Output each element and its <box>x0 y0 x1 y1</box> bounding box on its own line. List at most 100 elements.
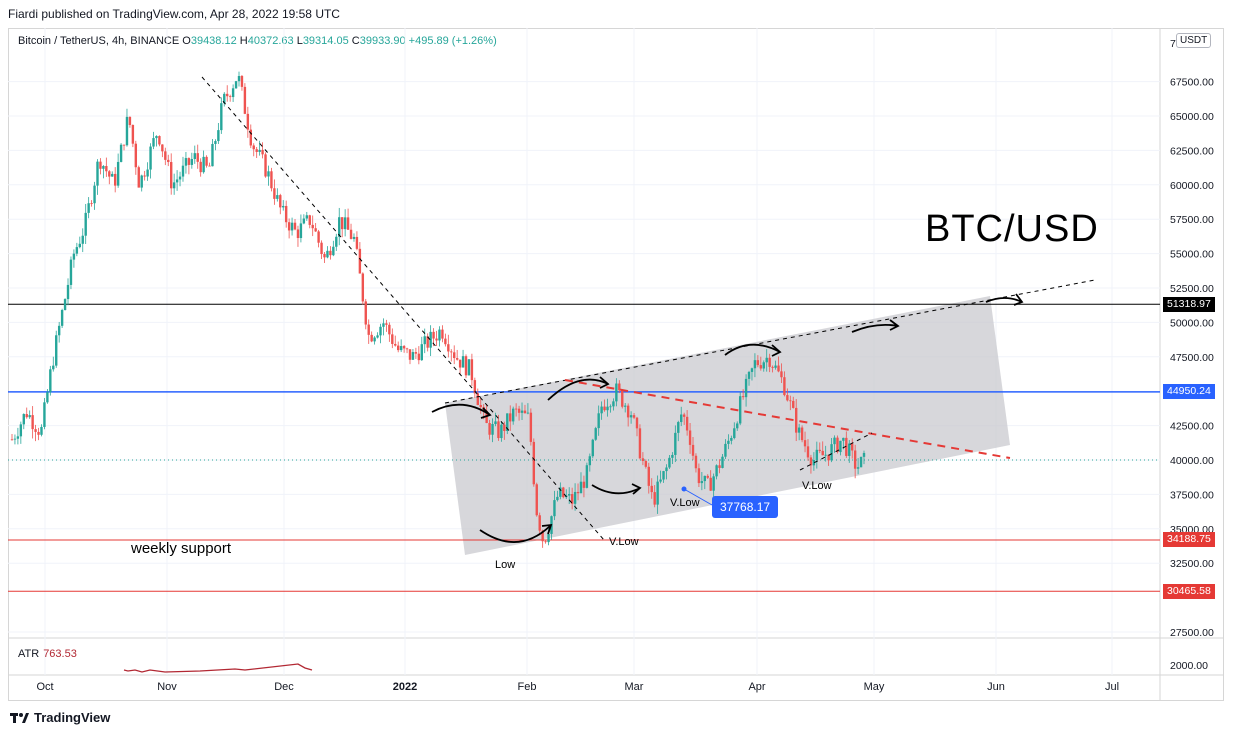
candle-body <box>113 173 117 186</box>
candle-body <box>46 392 49 403</box>
y-axis-ticks: 67500.00 65000.00 62500.00 60000.00 57500.00… <box>1170 38 1214 672</box>
candle-body <box>780 371 783 378</box>
candle-body <box>750 368 754 372</box>
candle-body <box>99 161 102 169</box>
candle-body <box>706 475 709 478</box>
candle-body <box>562 487 565 498</box>
arrow-1-head <box>480 407 492 419</box>
candle-body <box>656 481 659 505</box>
candle-body <box>691 444 695 456</box>
candle-body <box>214 141 217 144</box>
vlow-label-2: V.Low <box>670 497 700 509</box>
candle-body <box>43 402 46 427</box>
downtrend-line <box>201 76 605 541</box>
candle-body <box>647 466 650 486</box>
candle-body <box>402 346 406 349</box>
candle-body <box>470 359 474 381</box>
candle-body <box>31 415 34 430</box>
arrow-3-head <box>599 376 610 389</box>
candle-body <box>423 336 426 345</box>
price-tag: 34188.75 <box>1163 532 1215 548</box>
candle-body <box>55 335 58 366</box>
close-label: C <box>351 35 360 47</box>
candle-body <box>747 371 751 379</box>
candle-body <box>382 323 385 327</box>
candle-body <box>836 437 839 453</box>
candle-body <box>444 338 447 345</box>
candle-body <box>615 383 618 402</box>
y-tick-label: 40000.00 <box>1170 455 1214 467</box>
candle-body <box>629 415 633 418</box>
candle-body <box>299 223 303 239</box>
x-axis-ticks: Oct Nov Dec 2022 Feb Mar Apr May Jun Jul <box>36 681 1119 693</box>
candle-body <box>612 401 615 407</box>
candle-body <box>187 158 191 165</box>
candle-body <box>733 428 736 439</box>
candle-body <box>624 405 627 407</box>
candle-body <box>411 352 415 360</box>
candle-body <box>338 217 341 237</box>
price-tag: 30465.58 <box>1163 583 1215 599</box>
candle-body <box>774 365 777 368</box>
candle-body <box>326 250 329 258</box>
candle-body <box>694 455 698 469</box>
candle-body <box>724 443 727 457</box>
candle-body <box>491 424 494 435</box>
candle-body <box>49 369 52 393</box>
y-tick-label: 52500.00 <box>1170 283 1214 295</box>
candle-body <box>570 494 574 504</box>
red-trend-line <box>564 379 1011 459</box>
candle-body <box>715 465 718 477</box>
candle-body <box>228 96 232 98</box>
currency-badge[interactable]: USDT <box>1176 33 1212 48</box>
candle-body <box>479 404 482 408</box>
candle-body <box>441 329 444 339</box>
atr-line <box>123 663 313 673</box>
candle-body <box>175 179 179 183</box>
candle-body <box>361 273 365 302</box>
tradingview-logo-icon <box>10 712 29 723</box>
candle-body <box>467 359 471 376</box>
arrow-5-head <box>771 344 782 357</box>
x-tick-label: Dec <box>274 681 294 693</box>
candle-body <box>455 358 459 360</box>
tradingview-brand[interactable]: TradingView <box>10 710 110 725</box>
recent-trend-line <box>799 432 873 471</box>
candle-body <box>765 357 768 363</box>
candle-body <box>741 396 745 398</box>
candle-body <box>603 406 606 411</box>
price-tag: 51318.97 <box>1163 296 1215 312</box>
candle-body <box>682 414 686 417</box>
candle-body <box>349 229 353 239</box>
candle-body <box>394 343 397 346</box>
candle-body <box>797 427 801 433</box>
channel-box <box>445 296 1010 555</box>
y-tick-label: 65000.00 <box>1170 111 1214 123</box>
candle-body <box>697 468 701 484</box>
candle-body <box>125 116 129 146</box>
candle-body <box>541 530 544 542</box>
arrow-6 <box>851 323 899 333</box>
candle-body <box>346 217 350 230</box>
candles <box>10 71 866 548</box>
candle-body <box>447 344 450 352</box>
candle-body <box>859 456 863 468</box>
candle-body <box>839 440 842 453</box>
candle-body <box>311 224 314 229</box>
candle-body <box>258 149 261 152</box>
candle-body <box>376 335 379 338</box>
candle-body <box>264 154 267 177</box>
candle-body <box>287 222 291 231</box>
candle-body <box>364 301 367 325</box>
candle-body <box>771 366 774 368</box>
candle-body <box>223 93 226 104</box>
candle-body <box>585 465 589 488</box>
candle-body <box>426 336 429 348</box>
candle-body <box>535 484 538 516</box>
candle-body <box>792 400 795 408</box>
candle-body <box>420 344 423 361</box>
candle-body <box>438 329 441 341</box>
candle-body <box>503 424 506 432</box>
upper-channel-line <box>444 279 1096 404</box>
candle-body <box>314 228 317 232</box>
